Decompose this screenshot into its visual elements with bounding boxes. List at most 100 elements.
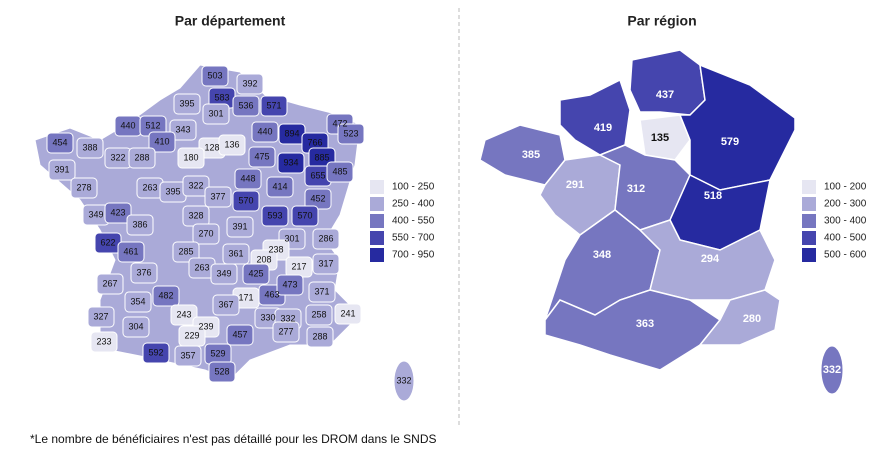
department	[76, 137, 104, 159]
department	[48, 159, 76, 181]
department-label: 285	[178, 246, 193, 256]
department	[104, 202, 132, 224]
footnote: *Le nombre de bénéficiaires n'est pas dé…	[30, 432, 437, 446]
department-label: 485	[332, 166, 347, 176]
department-label: 454	[52, 137, 67, 147]
department-label: 327	[93, 311, 108, 321]
legend-swatch	[802, 214, 816, 228]
department	[142, 342, 170, 364]
department-label: 376	[136, 267, 151, 277]
department-label: 317	[318, 258, 333, 268]
department-label: 463	[264, 289, 279, 299]
legend-swatch	[802, 231, 816, 245]
department	[117, 241, 145, 263]
region-corsica	[820, 345, 844, 395]
department-label: 395	[179, 98, 194, 108]
legend-label: 500 - 600	[824, 250, 867, 261]
legend-label: 200 - 300	[824, 199, 867, 210]
department	[276, 274, 304, 296]
department-label: 208	[256, 254, 271, 264]
department	[232, 95, 260, 117]
department-label: 440	[257, 126, 272, 136]
department-label: 349	[216, 268, 231, 278]
department-label: 233	[96, 336, 111, 346]
department-label: 330	[260, 312, 275, 322]
department-label: 361	[228, 248, 243, 258]
legend-label: 100 - 250	[392, 182, 435, 193]
department	[308, 281, 336, 303]
department	[234, 168, 262, 190]
department-label: 934	[283, 157, 298, 167]
department-label: 593	[267, 210, 282, 220]
department-label: 392	[242, 78, 257, 88]
department	[192, 223, 220, 245]
department	[210, 263, 238, 285]
department	[170, 304, 198, 326]
department	[222, 243, 250, 265]
department	[326, 161, 354, 183]
department-label: 583	[214, 92, 229, 102]
legend-swatch	[370, 214, 384, 228]
department-label: 452	[310, 193, 325, 203]
region-label: 291	[566, 179, 584, 191]
department	[201, 65, 229, 87]
department-label: 270	[198, 228, 213, 238]
department	[173, 93, 201, 115]
department	[46, 132, 74, 154]
department	[242, 263, 270, 285]
region-label: 332	[823, 364, 841, 376]
department	[248, 146, 276, 168]
department	[182, 175, 210, 197]
region	[639, 114, 691, 161]
legend-swatch	[802, 197, 816, 211]
department-label: 425	[248, 268, 263, 278]
department-label: 278	[76, 182, 91, 192]
department-label: 571	[266, 100, 281, 110]
department-label: 894	[284, 128, 299, 138]
region-label: 385	[522, 149, 540, 161]
department	[291, 205, 319, 227]
region-label: 312	[627, 183, 645, 195]
department	[277, 152, 305, 174]
department	[122, 316, 150, 338]
department-label: 395	[165, 186, 180, 196]
department	[148, 131, 176, 153]
department-label: 391	[232, 221, 247, 231]
department	[334, 303, 362, 325]
legend-swatch	[370, 231, 384, 245]
department-label: 423	[110, 207, 125, 217]
legend-label: 300 - 400	[824, 216, 867, 227]
department-label: 263	[142, 182, 157, 192]
department-label: 328	[188, 210, 203, 220]
department-label: 440	[120, 120, 135, 130]
department	[126, 214, 154, 236]
legend-swatch	[370, 248, 384, 262]
department-label: 349	[88, 209, 103, 219]
department	[152, 285, 180, 307]
department	[130, 262, 158, 284]
department-label: 388	[82, 142, 97, 152]
department-label: 288	[134, 152, 149, 162]
department	[251, 121, 279, 143]
department-label: 391	[54, 164, 69, 174]
department	[226, 216, 254, 238]
legend-swatch	[370, 197, 384, 211]
department-label: 301	[284, 233, 299, 243]
department-label: 241	[340, 308, 355, 318]
legend-label: 100 - 200	[824, 182, 867, 193]
department	[212, 294, 240, 316]
region-label: 280	[743, 313, 761, 325]
department-label: 528	[214, 366, 229, 376]
department-label: 482	[158, 290, 173, 300]
department	[272, 321, 300, 343]
department	[305, 304, 333, 326]
region-label: 294	[701, 253, 720, 265]
department-label: 263	[194, 262, 209, 272]
department	[90, 331, 118, 353]
department-label: 461	[123, 246, 138, 256]
department	[312, 253, 340, 275]
region-label: 437	[656, 89, 674, 101]
department-label: 475	[254, 151, 269, 161]
department-label: 592	[148, 347, 163, 357]
legend-swatch	[802, 248, 816, 262]
